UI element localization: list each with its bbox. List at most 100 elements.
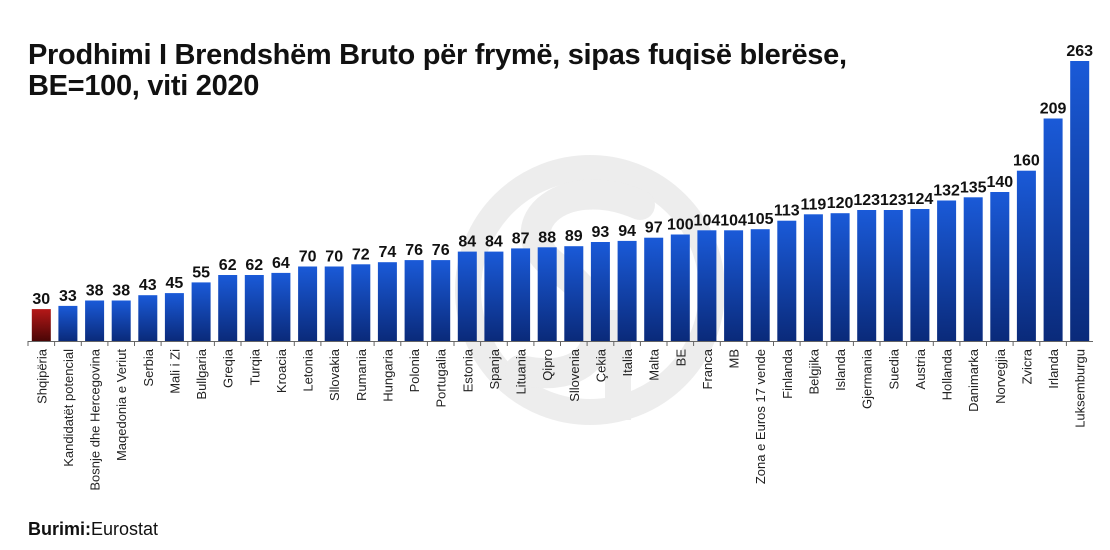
value-label-10: 70: [299, 249, 317, 266]
value-label-7: 62: [219, 257, 237, 274]
category-label-11: Sllovakia: [327, 348, 342, 401]
category-label-24: BE: [673, 349, 688, 367]
bar-5: [164, 293, 184, 341]
bar-7: [218, 275, 238, 341]
value-label-28: 113: [774, 203, 800, 220]
category-label-39: Luksemburgu: [1073, 349, 1088, 428]
category-label-36: Norvegjia: [993, 348, 1008, 404]
bar-21: [590, 242, 610, 341]
value-label-36: 140: [986, 174, 1013, 191]
value-label-22: 94: [618, 223, 636, 240]
category-label-31: Gjermania: [860, 348, 875, 409]
category-label-4: Serbia: [141, 348, 156, 386]
bar-25: [697, 230, 717, 341]
bar-36: [990, 192, 1010, 341]
bar-39: [1070, 61, 1090, 341]
bar-14: [404, 260, 424, 341]
value-label-20: 89: [565, 228, 583, 245]
category-label-34: Hollanda: [940, 348, 955, 400]
category-label-14: Polonia: [407, 348, 422, 392]
category-label-9: Kroacia: [274, 348, 289, 393]
value-label-6: 55: [192, 264, 210, 281]
value-label-21: 93: [592, 224, 610, 241]
value-label-3: 38: [112, 283, 130, 300]
category-label-2: Bosnje dhe Hercegovina: [88, 348, 103, 490]
category-label-33: Austria: [913, 348, 928, 389]
category-label-3: Maqedonia e Veriut: [114, 349, 129, 461]
value-label-13: 74: [379, 244, 397, 261]
category-label-17: Spanja: [487, 348, 502, 389]
value-label-26: 104: [720, 212, 747, 229]
value-label-24: 100: [667, 217, 694, 234]
value-label-25: 104: [694, 212, 721, 229]
bar-37: [1016, 170, 1036, 341]
value-label-17: 84: [485, 234, 503, 251]
bar-28: [777, 220, 797, 341]
value-label-38: 209: [1040, 101, 1067, 118]
value-label-12: 72: [352, 246, 370, 263]
value-label-16: 84: [458, 234, 476, 251]
bar-32: [883, 210, 903, 341]
category-label-10: Letonia: [301, 348, 316, 391]
bar-0: [31, 309, 51, 341]
value-label-9: 64: [272, 255, 290, 272]
value-label-37: 160: [1013, 153, 1040, 170]
bar-2: [85, 300, 105, 341]
bar-6: [191, 282, 211, 341]
bar-10: [298, 266, 318, 341]
bar-29: [803, 214, 823, 341]
category-label-1: Kandidatët potencial: [61, 349, 76, 467]
category-label-30: Islanda: [833, 348, 848, 391]
category-label-16: Estonia: [460, 348, 475, 392]
category-label-38: Irlanda: [1046, 348, 1061, 389]
bar-9: [271, 272, 291, 341]
chart-title-line-1: Prodhimi I Brendshëm Bruto për frymë, si…: [28, 39, 847, 71]
bar-26: [724, 230, 744, 341]
bar-4: [138, 295, 158, 341]
value-label-4: 43: [139, 277, 157, 294]
category-label-32: Suedia: [886, 348, 901, 389]
source-value: Eurostat: [91, 519, 159, 539]
value-labels-group: 30 33 38 38 43 45 55 62 62 64 70 70 72 74 76 76 84 84 87 88…: [32, 43, 1093, 308]
bar-15: [431, 260, 451, 341]
x-axis-ticks: [27, 341, 1067, 346]
value-label-30: 120: [827, 195, 854, 212]
value-label-8: 62: [245, 257, 263, 274]
bar-33: [910, 209, 930, 341]
category-label-5: Mali i Zi: [167, 349, 182, 394]
category-label-7: Greqia: [221, 348, 236, 388]
bar-27: [750, 229, 770, 341]
bar-16: [457, 251, 477, 341]
bar-22: [617, 240, 637, 341]
category-label-28: Finlanda: [780, 348, 795, 399]
category-label-23: Malta: [647, 348, 662, 381]
category-label-21: Çekia: [593, 348, 608, 382]
category-label-25: Franca: [700, 348, 715, 389]
value-label-14: 76: [405, 242, 423, 259]
category-label-0: Shqipëria: [34, 348, 49, 404]
bar-24: [670, 234, 690, 341]
value-label-18: 87: [512, 230, 530, 247]
category-label-35: Danimarka: [966, 348, 981, 412]
category-label-26: MB: [727, 349, 742, 369]
value-label-34: 132: [933, 183, 960, 200]
value-label-19: 88: [538, 229, 556, 246]
source-label: Burimi:: [28, 519, 91, 539]
value-label-5: 45: [166, 275, 184, 292]
value-label-33: 124: [907, 191, 934, 208]
value-label-35: 135: [960, 179, 987, 196]
value-label-0: 30: [32, 291, 50, 308]
bar-19: [537, 247, 557, 341]
value-label-2: 38: [86, 283, 104, 300]
category-label-8: Turqia: [247, 348, 262, 385]
bar-20: [564, 246, 584, 341]
bars-group: [31, 61, 1090, 341]
category-label-12: Rumania: [354, 348, 369, 401]
value-label-23: 97: [645, 220, 663, 237]
value-label-15: 76: [432, 242, 450, 259]
bar-8: [244, 275, 264, 341]
category-label-27: Zona e Euros 17 vende: [753, 349, 768, 484]
value-label-32: 123: [880, 192, 907, 209]
category-label-29: Belgjika: [806, 348, 821, 394]
